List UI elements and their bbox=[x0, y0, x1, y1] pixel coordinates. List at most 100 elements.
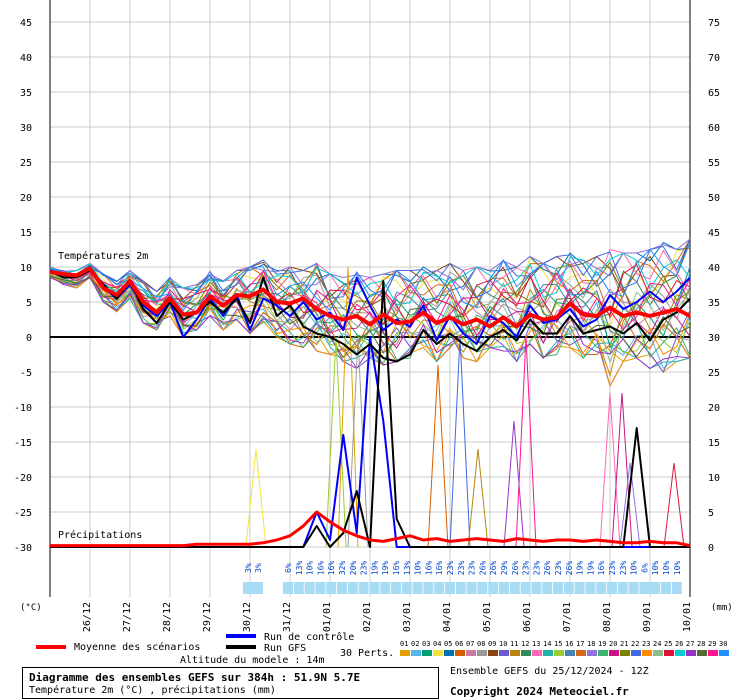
left-tick-label: 40 bbox=[20, 53, 32, 64]
member-number: 26 bbox=[675, 640, 683, 648]
member-number: 05 bbox=[444, 640, 452, 648]
member-color-swatch bbox=[422, 650, 432, 656]
member-number: 22 bbox=[631, 640, 639, 648]
snow-cell bbox=[401, 582, 412, 594]
date-tick-label: 31/12 bbox=[282, 602, 293, 632]
member-number: 18 bbox=[587, 640, 595, 648]
right-tick-label: 25 bbox=[708, 368, 720, 379]
member-color-swatch bbox=[543, 650, 553, 656]
left-tick-label: 5 bbox=[26, 298, 32, 309]
snow-probability-label: 13% bbox=[403, 561, 412, 576]
date-tick-label: 08/01 bbox=[602, 602, 613, 632]
member-color-swatch bbox=[598, 650, 608, 656]
member-precip-peak bbox=[515, 336, 537, 548]
left-tick-label: 15 bbox=[20, 228, 32, 239]
snow-cell bbox=[477, 582, 488, 594]
right-tick-label: 35 bbox=[708, 298, 720, 309]
right-unit-label: (mm) bbox=[711, 603, 733, 613]
snow-cell bbox=[412, 582, 423, 594]
member-color-swatch bbox=[565, 650, 575, 656]
member-number: 29 bbox=[708, 640, 716, 648]
snow-probability-label: 26% bbox=[478, 561, 487, 576]
member-color-legend: 01 02 03 04 05 06 07 08 09 10 11 12 13 14 15 16 17 18 19 20… bbox=[400, 640, 729, 656]
right-tick-label: 30 bbox=[708, 333, 720, 344]
date-tick-label: 05/01 bbox=[482, 602, 493, 632]
member-number: 28 bbox=[697, 640, 705, 648]
member-precip-peak bbox=[503, 420, 525, 548]
chart-title: Diagramme des ensembles GEFS sur 384h : … bbox=[29, 671, 361, 684]
snow-probability-label: 16% bbox=[435, 561, 444, 576]
snow-probability-label: 19% bbox=[370, 561, 379, 576]
right-tick-label: 5 bbox=[708, 508, 714, 519]
left-tick-label: -5 bbox=[20, 368, 32, 379]
snow-cell bbox=[293, 582, 304, 594]
snow-probability-label: 32% bbox=[338, 561, 347, 576]
member-number: 02 bbox=[411, 640, 419, 648]
snow-cell bbox=[499, 582, 509, 594]
snow-probability-label: 23% bbox=[554, 561, 563, 576]
right-tick-label: 65 bbox=[708, 88, 720, 99]
snow-cell bbox=[326, 582, 337, 594]
member-color-swatch bbox=[400, 650, 410, 656]
member-number: 03 bbox=[422, 640, 430, 648]
member-precip-peak bbox=[449, 336, 471, 548]
right-tick-label: 10 bbox=[708, 473, 720, 484]
snow-probability-label: 23% bbox=[532, 561, 541, 576]
snow-cell bbox=[520, 582, 531, 594]
snow-cell bbox=[531, 582, 542, 594]
member-number: 10 bbox=[499, 640, 507, 648]
snow-probability-label: 10% bbox=[414, 561, 423, 576]
snow-cell bbox=[563, 582, 574, 594]
snow-probability-strip: 3% 3% 6% 13% 10% 16% 16% 32% 20% 23% 19% 19% 16% 13% 1… bbox=[243, 561, 682, 594]
snow-cell bbox=[337, 582, 347, 594]
member-temperature-line bbox=[49, 266, 691, 334]
member-number: 07 bbox=[466, 640, 474, 648]
snow-probability-label: 10% bbox=[630, 561, 639, 576]
member-number: 04 bbox=[433, 640, 441, 648]
snow-probability-label: 10% bbox=[662, 561, 671, 576]
snow-cell bbox=[574, 582, 585, 594]
member-number: 15 bbox=[554, 640, 562, 648]
left-tick-label: -15 bbox=[14, 438, 32, 449]
member-number: 17 bbox=[576, 640, 584, 648]
member-color-swatch bbox=[686, 650, 696, 656]
snow-probability-label: 16% bbox=[392, 561, 401, 576]
chart-info-box: Diagramme des ensembles GEFS sur 384h : … bbox=[22, 667, 439, 699]
member-precip-peak bbox=[619, 462, 641, 548]
snow-probability-label: 16% bbox=[327, 561, 336, 576]
copyright-label: Copyright 2024 Meteociel.fr bbox=[450, 685, 629, 698]
left-tick-label: 0 bbox=[26, 333, 32, 344]
date-tick-label: 03/01 bbox=[402, 602, 413, 632]
member-temperature-line bbox=[49, 274, 691, 388]
temperature-section-label: Températures 2m bbox=[58, 250, 148, 262]
member-number: 21 bbox=[620, 640, 628, 648]
member-number: 08 bbox=[477, 640, 485, 648]
member-color-swatch bbox=[433, 650, 443, 656]
date-axis: 26/12 27/12 28/12 29/12 30/12 31/12 01/01 02/01… bbox=[82, 602, 693, 632]
right-tick-label: 60 bbox=[708, 123, 720, 134]
member-number: 06 bbox=[455, 640, 463, 648]
snow-cell bbox=[628, 582, 639, 594]
left-tick-label: -10 bbox=[14, 403, 32, 414]
left-axis: 45 40 35 30 25 20 15 10 5 0 -5 -10 -15 -20 -25 -30 bbox=[14, 18, 32, 554]
member-color-swatch bbox=[620, 650, 630, 656]
right-tick-label: 45 bbox=[708, 228, 720, 239]
snow-probability-label: 23% bbox=[608, 561, 617, 576]
member-precip-peak bbox=[325, 336, 347, 548]
right-tick-label: 50 bbox=[708, 193, 720, 204]
member-number: 19 bbox=[598, 640, 606, 648]
left-tick-label: 10 bbox=[20, 263, 32, 274]
snow-cell bbox=[553, 582, 563, 594]
member-number: 09 bbox=[488, 640, 496, 648]
member-color-swatch bbox=[554, 650, 564, 656]
snow-probability-label: 16% bbox=[316, 561, 325, 576]
snow-cell bbox=[596, 582, 607, 594]
snow-cell bbox=[542, 582, 553, 594]
mean-precip-line bbox=[50, 510, 691, 548]
snow-probability-label: 19% bbox=[586, 561, 595, 576]
snow-probability-label: 13% bbox=[295, 561, 304, 576]
legend-perts-label: 30 Perts. bbox=[340, 648, 394, 659]
member-number: 27 bbox=[686, 640, 694, 648]
left-tick-label: -30 bbox=[14, 543, 32, 554]
snow-probability-label: 6% bbox=[284, 563, 293, 573]
